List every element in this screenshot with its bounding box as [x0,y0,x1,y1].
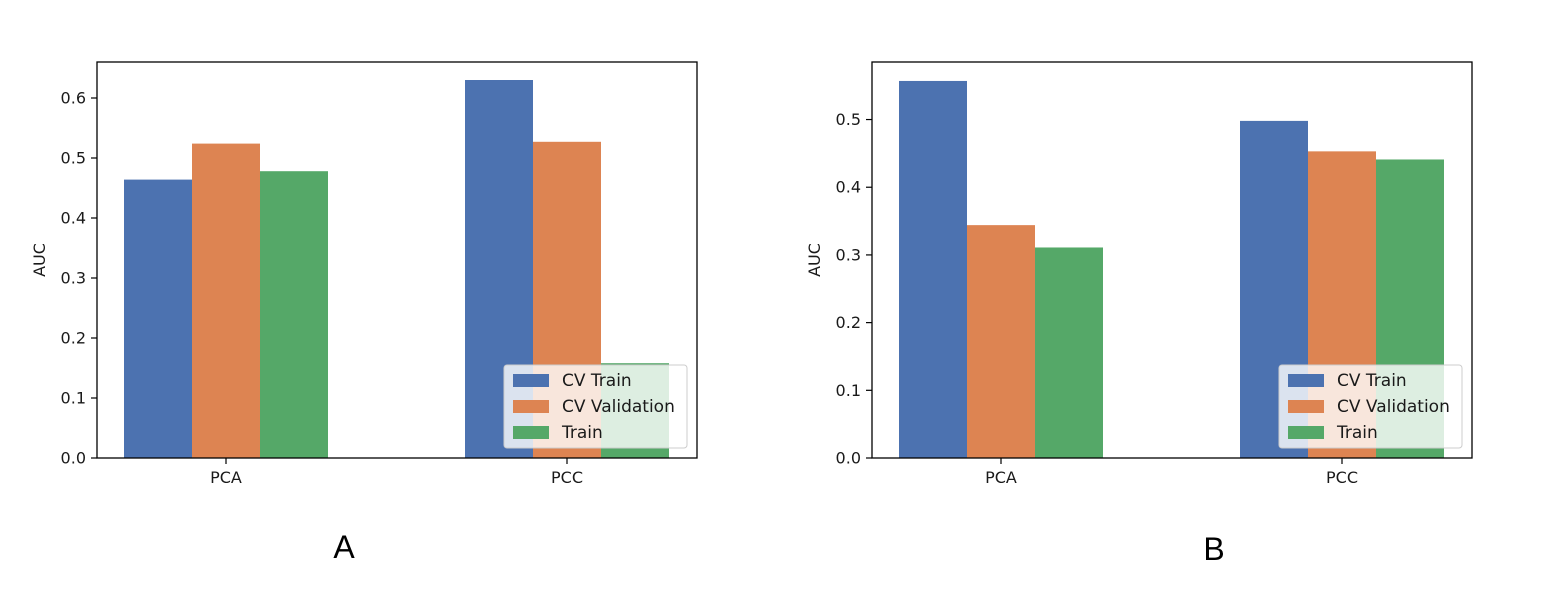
y-tick-label: 0.3 [61,269,86,288]
bar-cv-train-pca [124,179,192,458]
chart-panel-b: 0.0 0.1 0.2 0.3 0.4 0.5 PCA PCC AUC CV Train CV Va… [805,61,1473,567]
y-tick-label: 0.0 [61,449,86,468]
y-tick-label: 0.1 [61,389,86,408]
legend-box [503,364,688,449]
plot-frame [871,61,1473,459]
legend-swatch-cv-validation [1288,400,1324,413]
y-tick-label: 0.4 [836,178,861,197]
x-tick-label-pcc: PCC [1326,468,1358,487]
legend-label-cv-validation: CV Validation [1337,397,1450,417]
bar-train-pca [1035,247,1103,458]
legend-swatch-cv-train [1288,374,1324,387]
legend-label-train: Train [1336,423,1378,443]
legend-swatch-train [513,426,549,439]
x-tick-label-pca: PCA [985,468,1017,487]
y-axis-label: AUC [805,243,824,277]
y-tick-label: 0.2 [61,329,86,348]
legend: CV Train CV Validation Train [503,364,688,449]
bar-cv-train-pca [899,80,967,458]
legend-label-cv-train: CV Train [1337,371,1407,391]
y-axis-label: AUC [30,243,49,277]
legend-swatch-cv-train [513,374,549,387]
bar-cv-validation-pca [192,143,260,458]
y-tick-label: 0.2 [836,313,861,332]
y-tick-label: 0.0 [836,449,861,468]
legend-box [1278,364,1463,449]
x-tick-label-pcc: PCC [551,468,583,487]
x-tick-label-pca: PCA [210,468,242,487]
y-tick-label: 0.3 [836,245,861,264]
y-tick-label: 0.1 [836,381,861,400]
legend-label-train: Train [561,423,603,443]
panel-label-a: A [333,529,355,565]
y-tick-label: 0.5 [836,110,861,129]
legend: CV Train CV Validation Train [1278,364,1463,449]
legend-swatch-train [1288,426,1324,439]
bar-train-pca [260,171,328,458]
y-tick-label: 0.4 [61,209,86,228]
panel-label-b: B [1203,531,1224,567]
y-tick-label: 0.5 [61,149,86,168]
legend-swatch-cv-validation [513,400,549,413]
legend-label-cv-validation: CV Validation [562,397,675,417]
plot-frame [96,61,698,459]
y-tick-label: 0.6 [61,89,86,108]
legend-label-cv-train: CV Train [562,371,632,391]
bar-cv-validation-pca [967,225,1035,458]
